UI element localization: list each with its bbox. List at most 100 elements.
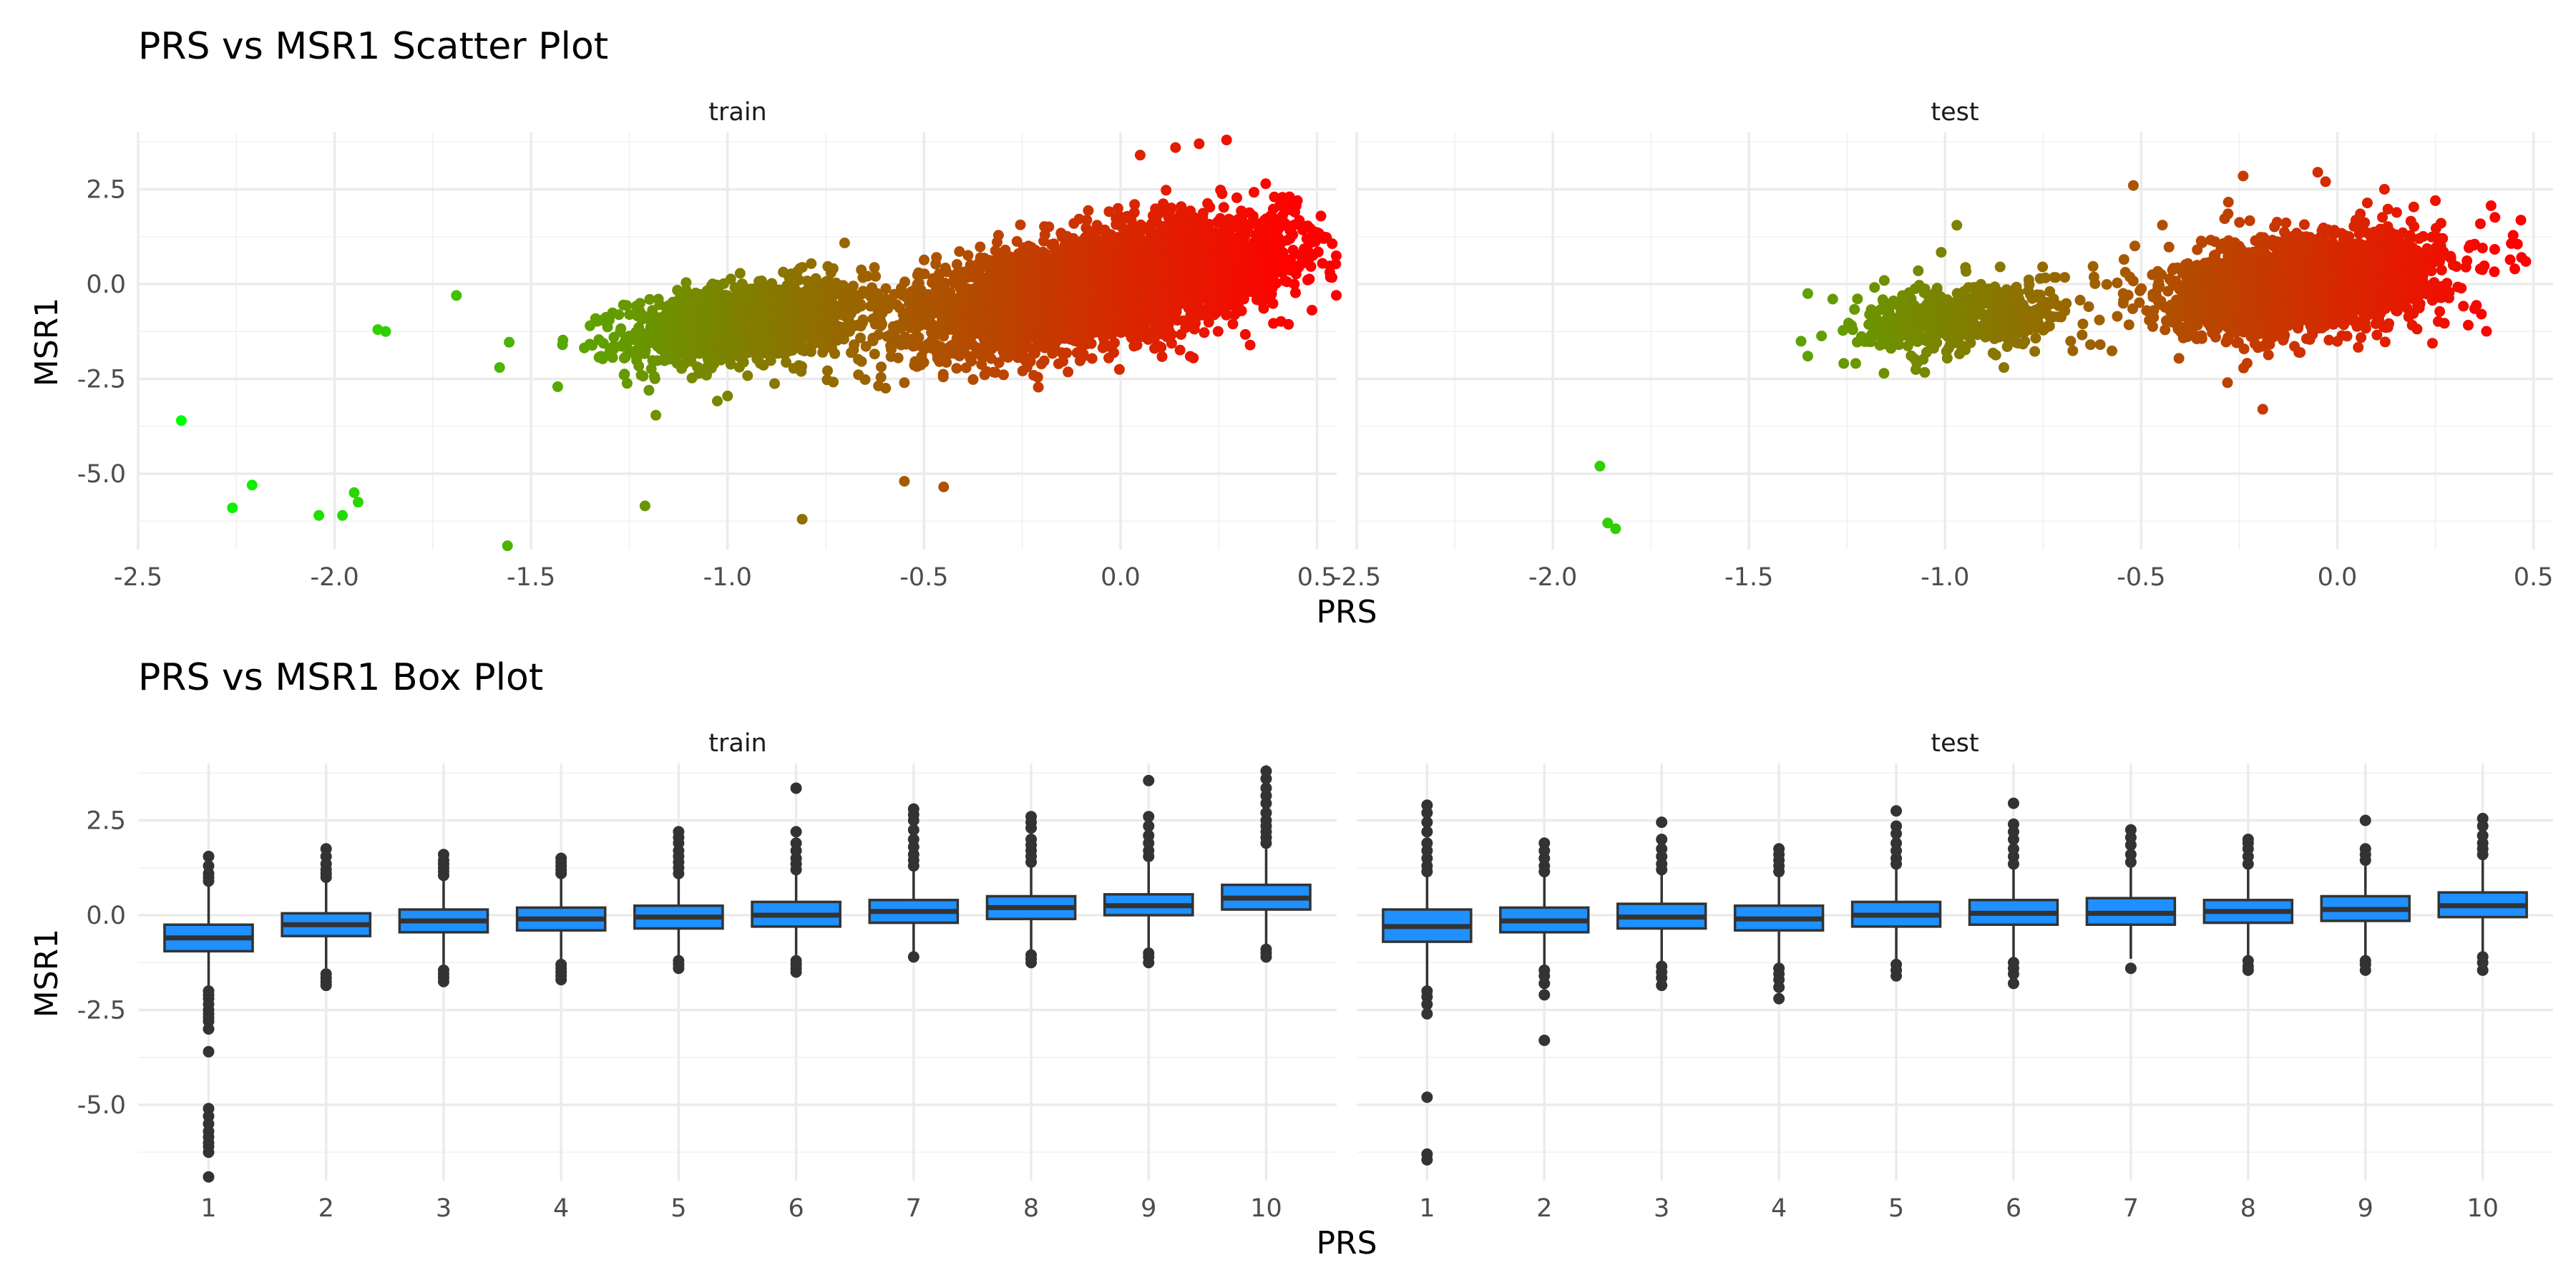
scatter-point (607, 352, 618, 364)
scatter-point (621, 378, 633, 389)
scatter-point (796, 262, 808, 273)
scatter-point (797, 341, 809, 352)
scatter-point (1103, 206, 1115, 218)
scatter-point (660, 348, 671, 360)
scatter-point (1239, 328, 1251, 340)
scatter-point (1317, 258, 1328, 269)
scatter-point (867, 282, 878, 293)
scatter-point (804, 308, 816, 320)
scatter-point (1330, 258, 1342, 270)
scatter-point (1038, 355, 1050, 366)
scatter-point (683, 301, 695, 312)
scatter-point (831, 321, 841, 332)
scatter-point (621, 341, 633, 353)
scatter-point (712, 396, 723, 406)
scatter-point (1327, 238, 1338, 250)
scatter-point (869, 262, 880, 273)
scatter-point (1247, 210, 1259, 222)
scatter-point (824, 288, 835, 300)
scatter-point (1081, 215, 1093, 225)
scatter-point (733, 361, 745, 373)
scatter-point (1017, 365, 1028, 376)
scatter-point (821, 315, 831, 326)
scatter-point (504, 336, 515, 348)
scatter-point (769, 378, 780, 389)
scatter-point (784, 286, 796, 298)
scatter-point (1063, 366, 1074, 378)
scatter-point (1327, 272, 1337, 283)
scatter-point (774, 328, 785, 339)
scatter-point (1330, 250, 1342, 261)
scatter-point (841, 295, 853, 306)
scatter-point (817, 346, 829, 358)
scatter-point (784, 278, 795, 290)
scatter-point (1249, 187, 1259, 198)
scatter-point (857, 272, 869, 283)
scatter-point (1227, 318, 1239, 330)
scatter-point (1176, 328, 1187, 340)
scatter-point (725, 358, 736, 370)
scatter-point (1174, 344, 1186, 356)
scatter-point (1143, 331, 1154, 343)
scatter-point (1277, 247, 1289, 258)
scatter-point (1015, 219, 1026, 230)
scatter-point (1099, 338, 1110, 350)
scatter-point (880, 383, 892, 394)
scatter-facet-label-test: test (1931, 98, 1979, 127)
scatter-point (742, 285, 753, 296)
scatter-point (856, 356, 867, 367)
scatter-point (772, 301, 783, 312)
scatter-point (663, 321, 675, 332)
scatter-point (730, 292, 741, 303)
scatter-point (859, 374, 871, 385)
scatter-point (998, 250, 1010, 261)
scatter-point (1260, 178, 1272, 190)
scatter-point (882, 331, 893, 342)
scatter-point (836, 281, 847, 293)
scatter-point (992, 230, 1004, 241)
scatter-point (937, 369, 949, 380)
scatter-point (1212, 326, 1224, 337)
scatter-point (654, 299, 665, 311)
scatter-point (870, 270, 882, 282)
scatter-point (1275, 316, 1287, 327)
scatter-point (711, 330, 722, 341)
scatter-point (726, 313, 738, 325)
scatter-point (821, 275, 832, 287)
scatter-point (885, 351, 897, 362)
scatter-point (914, 301, 925, 313)
scatter-point (781, 356, 792, 368)
scatter-point (725, 273, 736, 285)
scatter-point (597, 353, 608, 364)
scatter-point (806, 258, 817, 269)
scatter-point (690, 328, 701, 339)
scatter-point (634, 305, 645, 316)
scatter-point (663, 335, 674, 346)
scatter-point (1315, 210, 1327, 222)
scatter-point (750, 333, 761, 344)
scatter-point (707, 278, 718, 290)
scatter-point (762, 330, 774, 341)
scatter-point (1086, 353, 1098, 364)
scatter-point (713, 289, 724, 301)
scatter-point (686, 372, 698, 384)
scatter-point (597, 338, 609, 349)
scatter-point (880, 283, 892, 294)
scatter-point (822, 365, 833, 376)
scatter-point (761, 282, 772, 293)
scatter-point (624, 309, 635, 321)
scatter-point (976, 358, 987, 370)
scatter-point (649, 371, 660, 382)
scatter-point (650, 409, 662, 421)
scatter-point (1043, 221, 1055, 233)
scatter-point (618, 353, 630, 364)
scatter-point (1161, 185, 1172, 196)
scatter-point (701, 316, 711, 328)
scatter-point (763, 349, 775, 361)
scatter-point (951, 363, 962, 374)
scatter-point (1307, 305, 1317, 316)
scatter-point (608, 331, 620, 343)
scatter-point (1056, 231, 1068, 243)
scatter-point (713, 306, 724, 317)
scatter-point (633, 345, 645, 356)
